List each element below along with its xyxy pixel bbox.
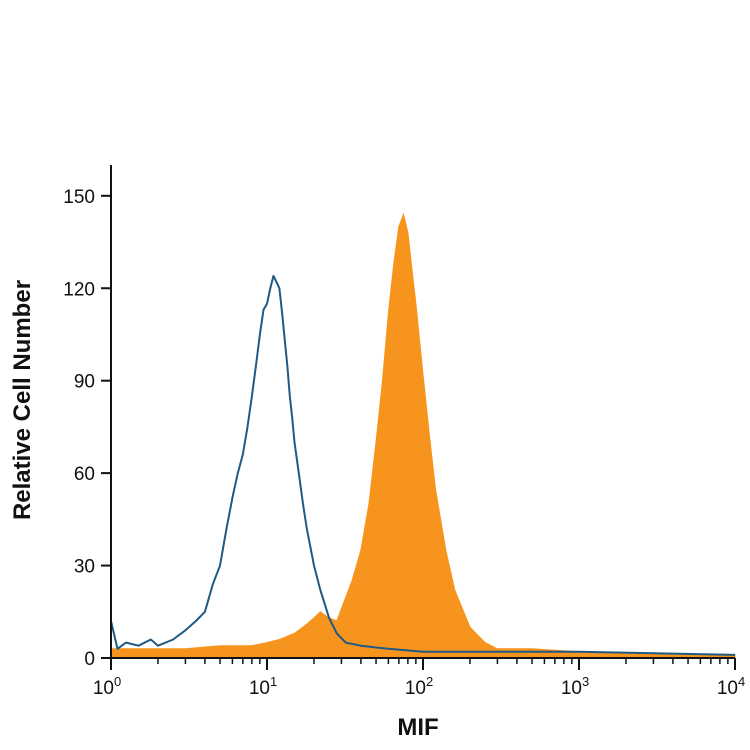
x-tick-label-0: 100 [93, 674, 121, 699]
y-tick-label-3: 90 [74, 372, 95, 393]
y-tick-label-5: 150 [63, 187, 95, 208]
series-1-filled-histogram [110, 212, 736, 659]
y-axis-title: Relative Cell Number [9, 280, 36, 520]
tick-layer: 0 30 60 90 120 150 100 101 102 103 104 [63, 187, 745, 699]
y-tick-label-4: 120 [63, 279, 95, 300]
x-tick-label-1: 101 [249, 674, 277, 699]
series-layer [110, 212, 736, 659]
y-tick-label-2: 60 [74, 464, 95, 485]
series-0-outline-histogram [110, 274, 736, 656]
x-tick-label-3: 103 [561, 674, 589, 699]
x-axis-title: MIF [397, 714, 438, 741]
y-tick-label-1: 30 [74, 557, 95, 578]
x-tick-label-2: 102 [405, 674, 433, 699]
x-tick-label-4: 104 [717, 674, 745, 699]
y-tick-label-0: 0 [84, 649, 95, 670]
